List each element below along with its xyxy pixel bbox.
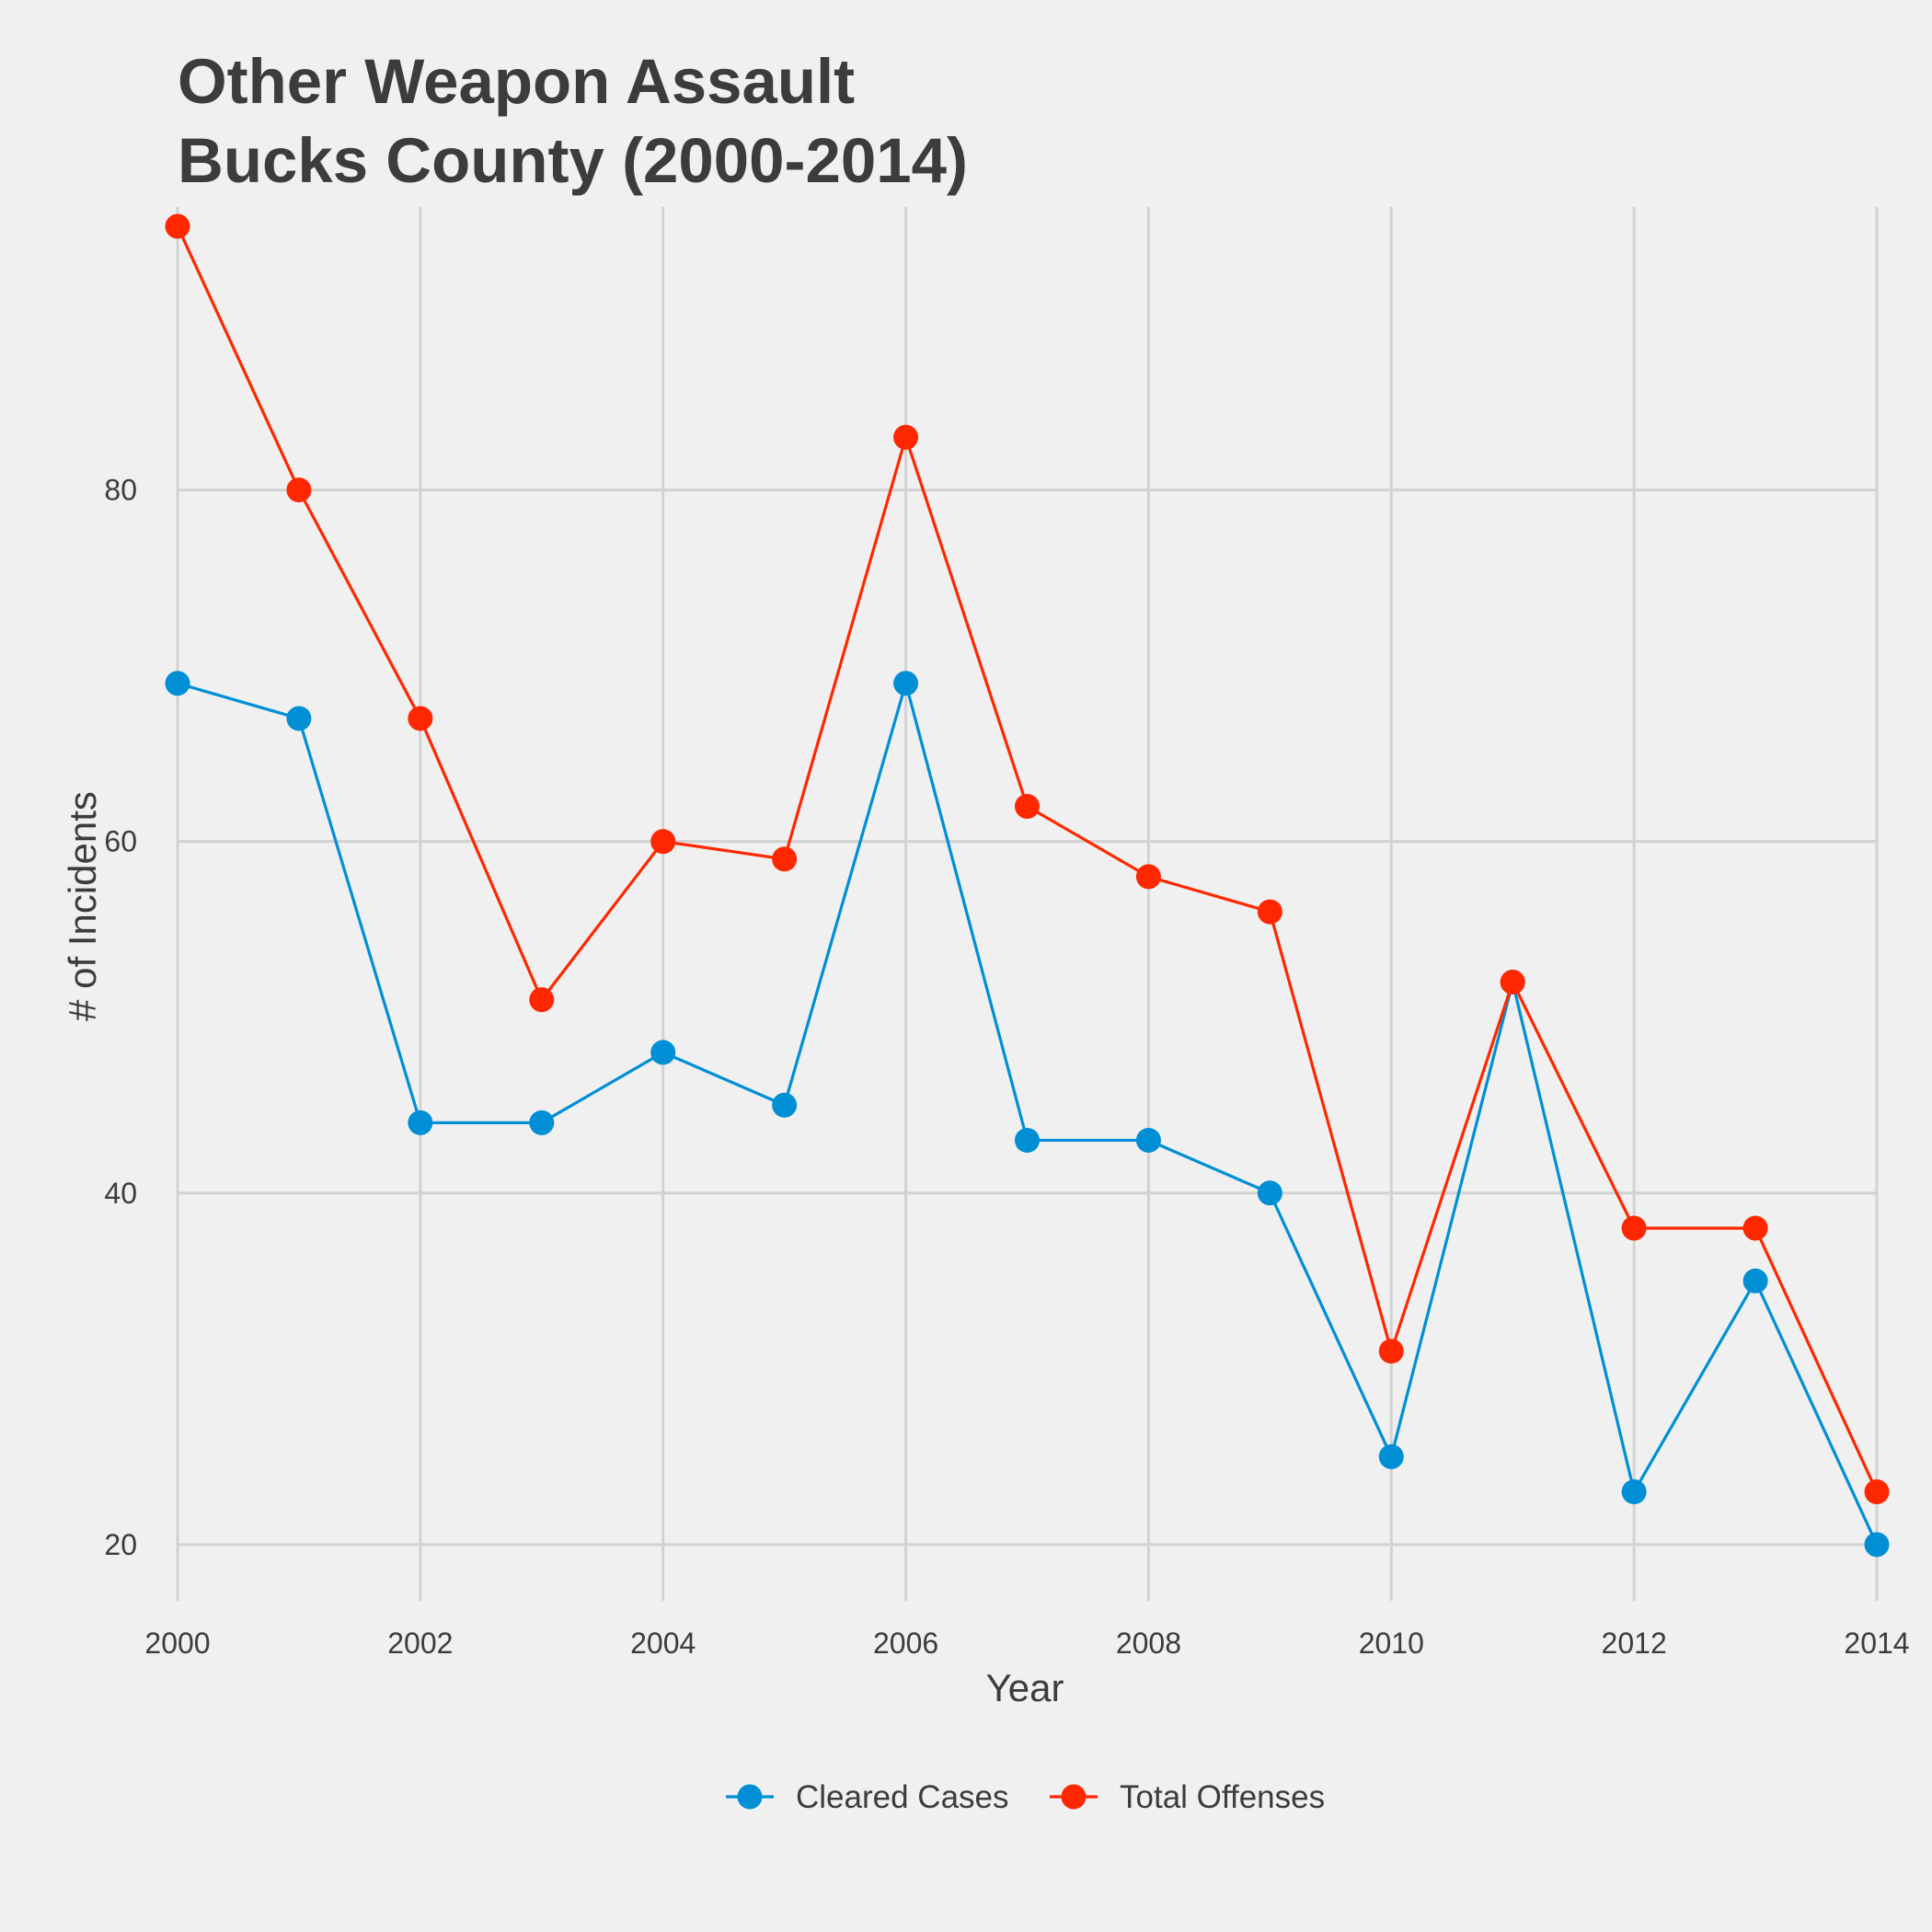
x-axis-ticks: 2000 2002 2004 2006 2008 2010 2012 2014 (144, 1627, 1909, 1660)
y-tick-label: 80 (104, 474, 137, 507)
chart-title-line-1: Other Weapon Assault (178, 46, 855, 117)
series-layer (165, 213, 1890, 1558)
data-point (1378, 1339, 1404, 1364)
legend-label: Total Offenses (1120, 1779, 1325, 1815)
data-point (1500, 970, 1525, 995)
data-point (893, 671, 919, 696)
x-tick-label: 2012 (1602, 1627, 1667, 1660)
data-point (650, 1040, 676, 1065)
data-point (286, 477, 312, 503)
legend: Cleared Cases Total Offenses (726, 1779, 1325, 1815)
data-point (1864, 1479, 1890, 1505)
gridlines (176, 207, 1879, 1601)
data-point (1015, 793, 1040, 819)
data-point (1257, 1180, 1282, 1206)
legend-point-swatch (1061, 1784, 1087, 1810)
data-point (1135, 864, 1161, 890)
y-tick-label: 40 (104, 1177, 137, 1210)
legend-point-swatch (737, 1784, 763, 1810)
legend-item-0: Cleared Cases (726, 1779, 1009, 1815)
legend-label: Cleared Cases (796, 1779, 1009, 1815)
chart-title-line-2: Bucks County (2000-2014) (178, 125, 968, 196)
series-1 (165, 213, 1890, 1505)
data-point (1257, 899, 1282, 925)
x-tick-label: 2008 (1116, 1627, 1181, 1660)
x-tick-label: 2000 (144, 1627, 210, 1660)
data-point (286, 706, 312, 731)
data-point (1135, 1127, 1161, 1153)
y-axis-title: # of Incidents (61, 791, 104, 1021)
data-point (650, 829, 676, 855)
data-point (529, 1110, 555, 1135)
data-point (1621, 1479, 1647, 1505)
data-point (408, 1110, 433, 1135)
x-tick-label: 2014 (1844, 1627, 1909, 1660)
data-point (1378, 1443, 1404, 1469)
x-tick-label: 2004 (630, 1627, 696, 1660)
data-point (529, 987, 555, 1013)
legend-item-1: Total Offenses (1050, 1779, 1325, 1815)
y-tick-label: 20 (104, 1528, 137, 1561)
data-point (165, 671, 190, 696)
y-tick-label: 60 (104, 825, 137, 858)
series-0 (165, 671, 1890, 1558)
data-point (1742, 1268, 1768, 1294)
data-point (1742, 1215, 1768, 1241)
x-tick-label: 2006 (873, 1627, 938, 1660)
x-tick-label: 2010 (1359, 1627, 1424, 1660)
data-point (408, 706, 433, 731)
data-point (1015, 1127, 1040, 1153)
data-point (165, 213, 190, 239)
x-axis-title: Year (986, 1666, 1064, 1709)
x-tick-label: 2002 (387, 1627, 453, 1660)
y-axis-ticks: 20 40 60 80 (104, 474, 137, 1561)
data-point (1621, 1215, 1647, 1241)
data-point (1864, 1532, 1890, 1558)
data-point (772, 846, 798, 872)
data-point (772, 1092, 798, 1118)
data-point (893, 424, 919, 450)
